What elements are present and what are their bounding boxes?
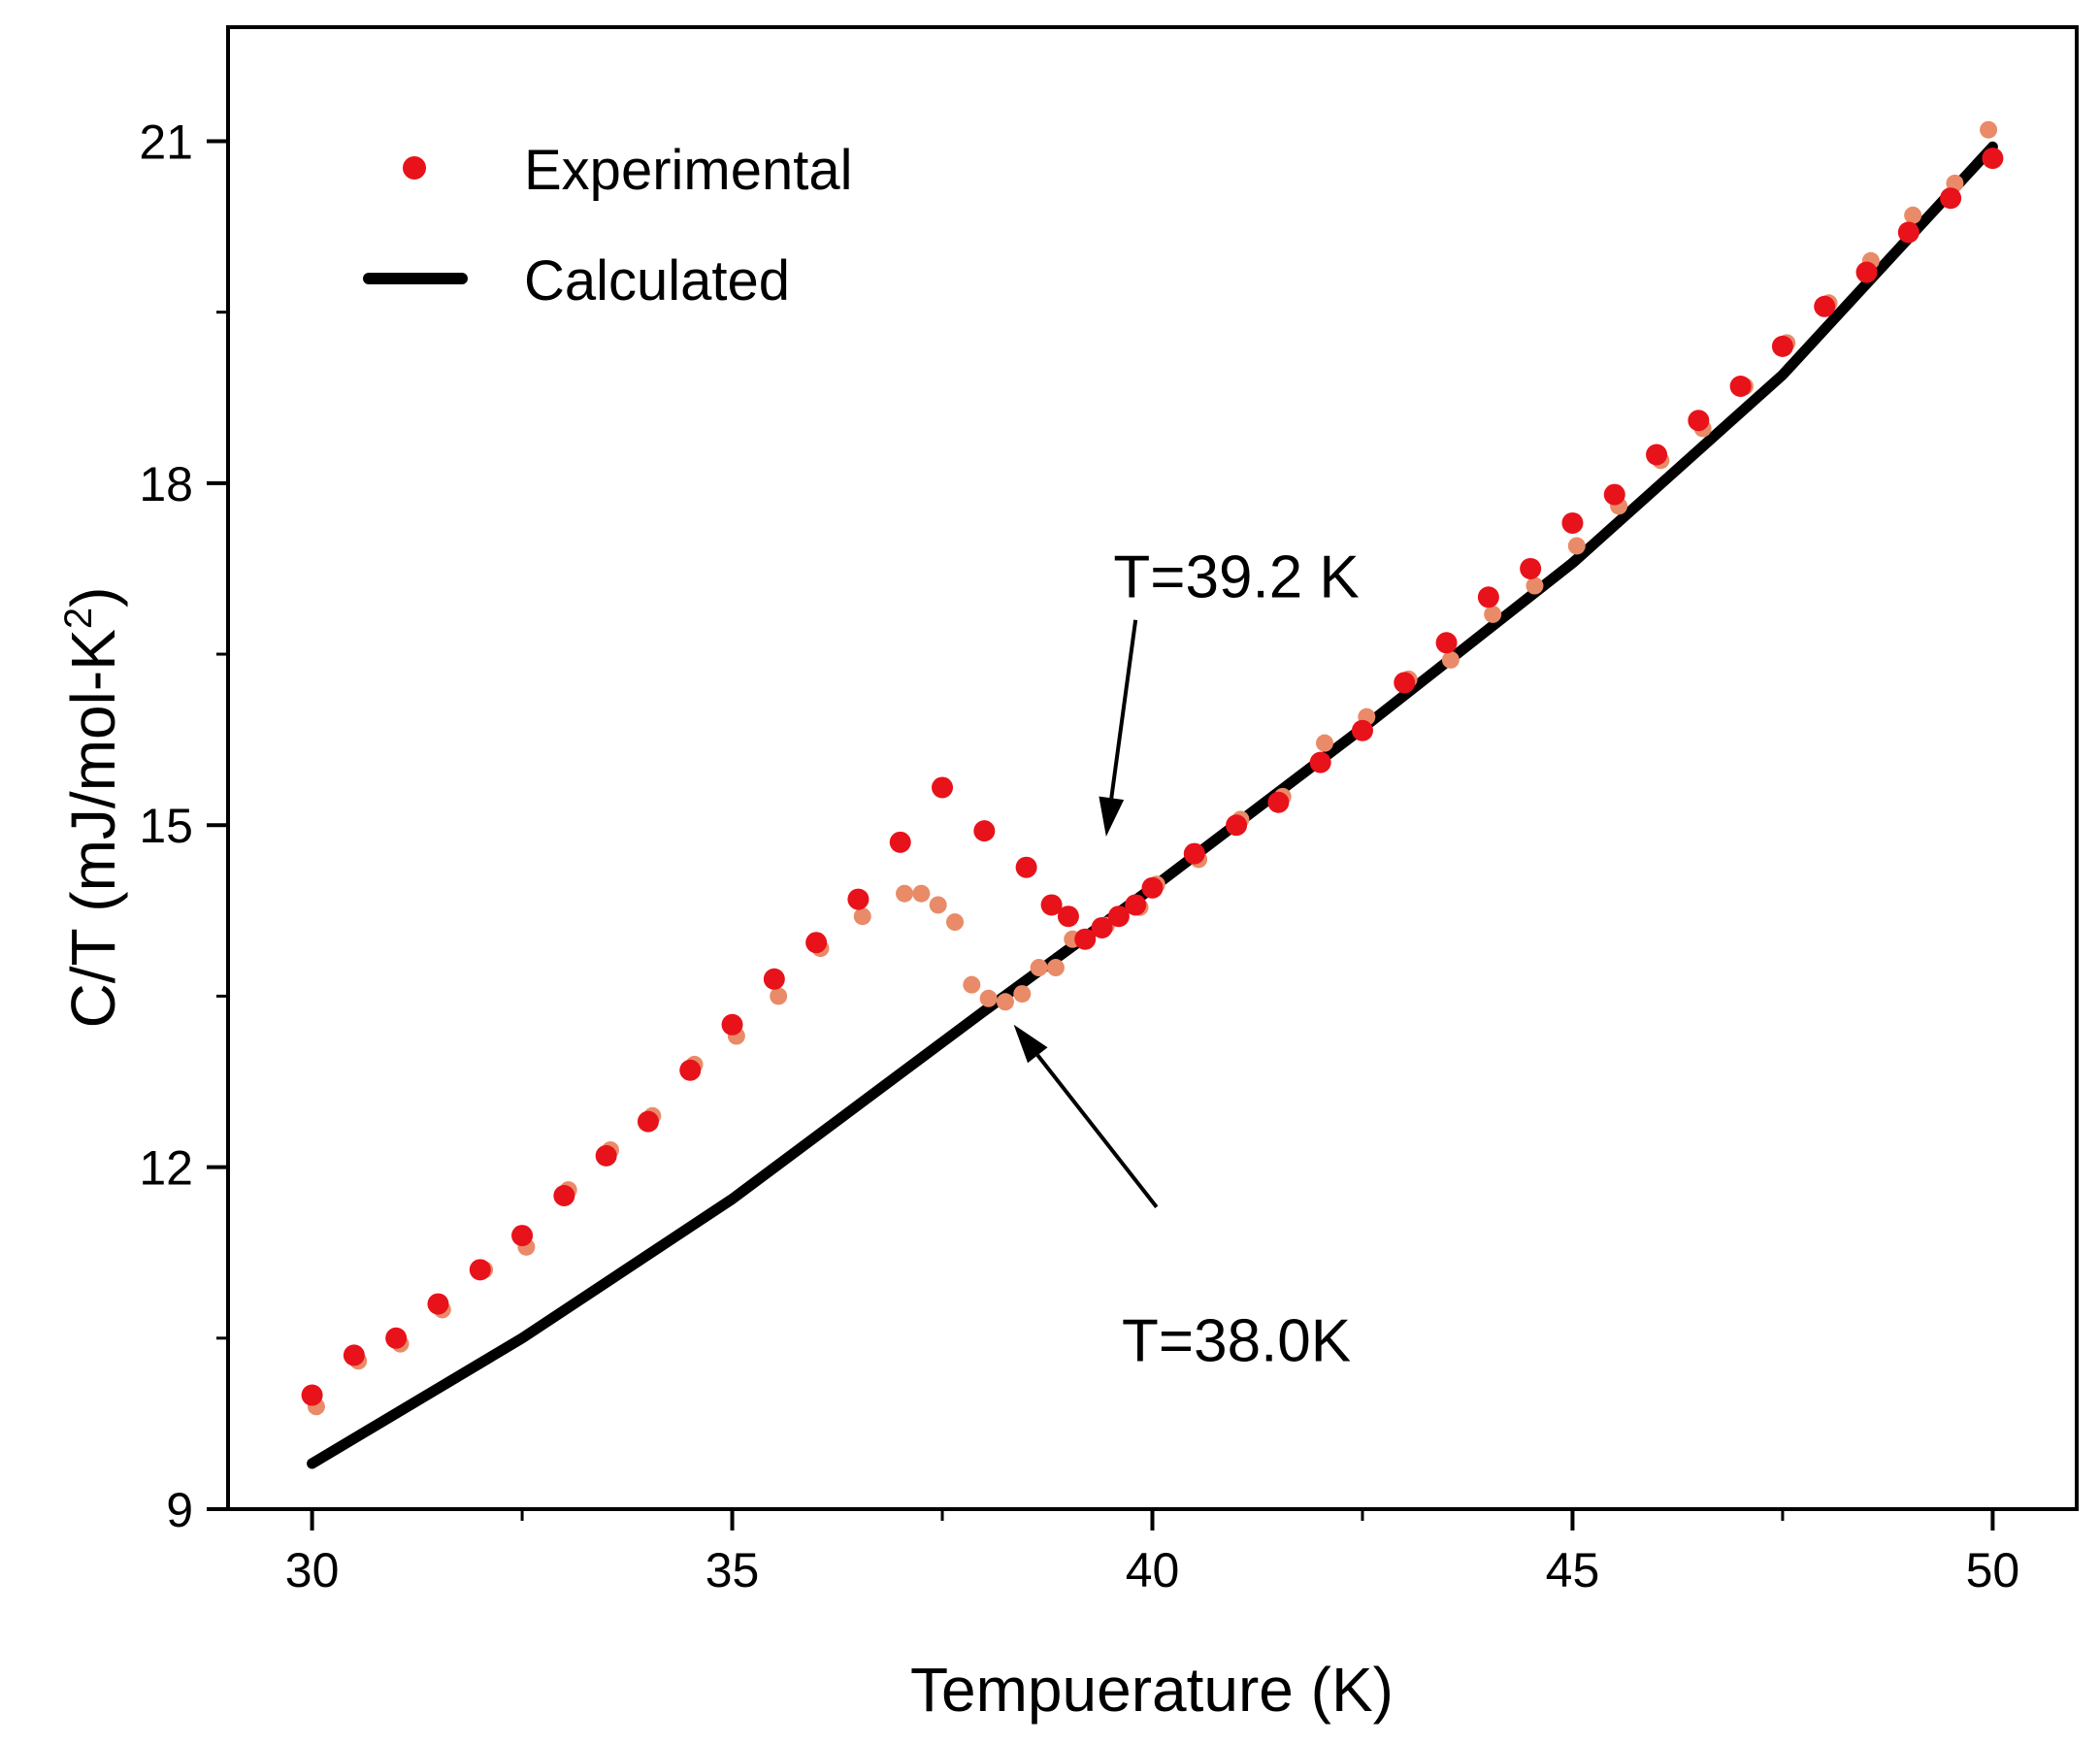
experimental-point <box>385 1327 408 1349</box>
annotation-label: T=39.2 K <box>1113 543 1359 610</box>
y-tick-label: 18 <box>139 457 193 511</box>
experimental-point <box>1477 586 1499 609</box>
experimental-second-point <box>1567 537 1586 555</box>
experimental-point <box>1897 221 1920 244</box>
experimental-point <box>1183 842 1205 865</box>
experimental-point <box>427 1293 449 1315</box>
experimental-point <box>469 1259 491 1281</box>
experimental-second-point <box>946 913 965 932</box>
annotation-arrow-shaft <box>1035 1054 1159 1208</box>
annotations: T=39.2 K T=38.0K <box>1013 543 1360 1374</box>
experimental-point <box>1729 376 1752 398</box>
experimental-point <box>1394 672 1416 694</box>
experimental-point <box>889 831 911 853</box>
legend-marker-experimental <box>403 156 426 180</box>
x-axis: 30 35 40 45 50 <box>285 1509 2019 1597</box>
experimental-second-point <box>929 896 947 914</box>
experimental-point <box>1226 814 1248 837</box>
experimental-point <box>1855 261 1878 283</box>
experimental-second-point <box>1484 605 1502 623</box>
experimental-point <box>511 1225 534 1247</box>
experimental-point <box>1646 444 1668 466</box>
experimental-point <box>973 820 996 842</box>
x-tick-label: 35 <box>705 1543 760 1597</box>
annotation-arrow-head <box>1099 796 1125 837</box>
experimental-second-point <box>853 907 871 926</box>
y-axis-title: C/T (mJ/mol-K2) <box>57 587 128 1029</box>
experimental-point <box>1982 148 2004 170</box>
y-axis-title-superscript: 2 <box>57 608 100 629</box>
experimental-second-point <box>996 993 1014 1011</box>
experimental-point <box>1125 894 1147 916</box>
experimental-second-point <box>1316 734 1334 752</box>
experimental-point <box>637 1110 659 1133</box>
y-tick-label: 21 <box>139 115 193 169</box>
experimental-second-point <box>979 989 998 1007</box>
x-tick-label: 50 <box>1966 1543 2020 1597</box>
y-tick-label: 9 <box>166 1483 193 1537</box>
annotation-label: T=38.0K <box>1122 1307 1351 1374</box>
experimental-point <box>932 776 954 799</box>
legend-label-calculated: Calculated <box>524 249 790 313</box>
experimental-point <box>1940 187 1962 210</box>
y-tick-label: 15 <box>139 799 193 853</box>
y-axis: 9 12 15 18 21 <box>139 115 228 1537</box>
experimental-second-point <box>1904 206 1922 224</box>
experimental-second-point <box>896 884 914 903</box>
experimental-point <box>301 1384 323 1406</box>
experimental-second-point <box>1526 576 1544 595</box>
experimental-second-point <box>1046 959 1065 977</box>
x-axis-title: Tempueratur​e (K) <box>910 1655 1394 1725</box>
experimental-point <box>1688 410 1710 432</box>
experimental-point <box>1074 928 1097 950</box>
experimental-point <box>1040 894 1063 916</box>
experimental-point <box>1267 791 1290 813</box>
experimental-point <box>763 968 785 990</box>
experimental-series <box>301 148 2004 1406</box>
experimental-point <box>1520 557 1542 579</box>
annotation-arrow-shaft <box>1109 619 1138 799</box>
experimental-point <box>1091 916 1113 938</box>
experimental-second-point <box>963 975 981 994</box>
experimental-point <box>1435 632 1458 654</box>
experimental-point <box>1814 295 1836 317</box>
experimental-point <box>805 932 828 954</box>
experimental-point <box>1351 719 1373 741</box>
y-tick-label: 12 <box>139 1141 193 1196</box>
experimental-second-point <box>1013 985 1032 1004</box>
x-tick-label: 45 <box>1546 1543 1600 1597</box>
x-tick-label: 40 <box>1126 1543 1180 1597</box>
experimental-point <box>1309 751 1331 773</box>
experimental-point <box>1771 335 1793 357</box>
experimental-point <box>679 1059 702 1081</box>
experimental-point <box>1107 905 1130 928</box>
experimental-point <box>553 1184 575 1206</box>
experimental-point <box>1141 876 1164 899</box>
experimental-second-point <box>912 884 931 903</box>
experimental-second-point <box>1980 120 1998 139</box>
experimental-point <box>343 1344 365 1366</box>
experimental-point <box>1561 511 1584 534</box>
experimental-second-point <box>1441 650 1460 669</box>
experimental-point <box>1603 483 1625 506</box>
legend-label-experimental: Experimental <box>524 139 852 202</box>
experimental-point <box>1057 905 1079 928</box>
experimental-point <box>1015 856 1037 878</box>
experimental-point <box>847 888 870 910</box>
y-axis-title-main: C/T (mJ/mol-K <box>58 629 128 1028</box>
y-axis-title-close: ) <box>58 587 128 608</box>
experimental-point <box>721 1013 743 1036</box>
experimental-point <box>595 1144 617 1167</box>
experimental-second-point <box>1030 959 1048 977</box>
x-tick-label: 30 <box>285 1543 340 1597</box>
legend: Experimental Calculated <box>363 139 852 313</box>
experimental-second-point <box>770 987 788 1005</box>
annotation-arrow-head <box>1013 1024 1048 1064</box>
